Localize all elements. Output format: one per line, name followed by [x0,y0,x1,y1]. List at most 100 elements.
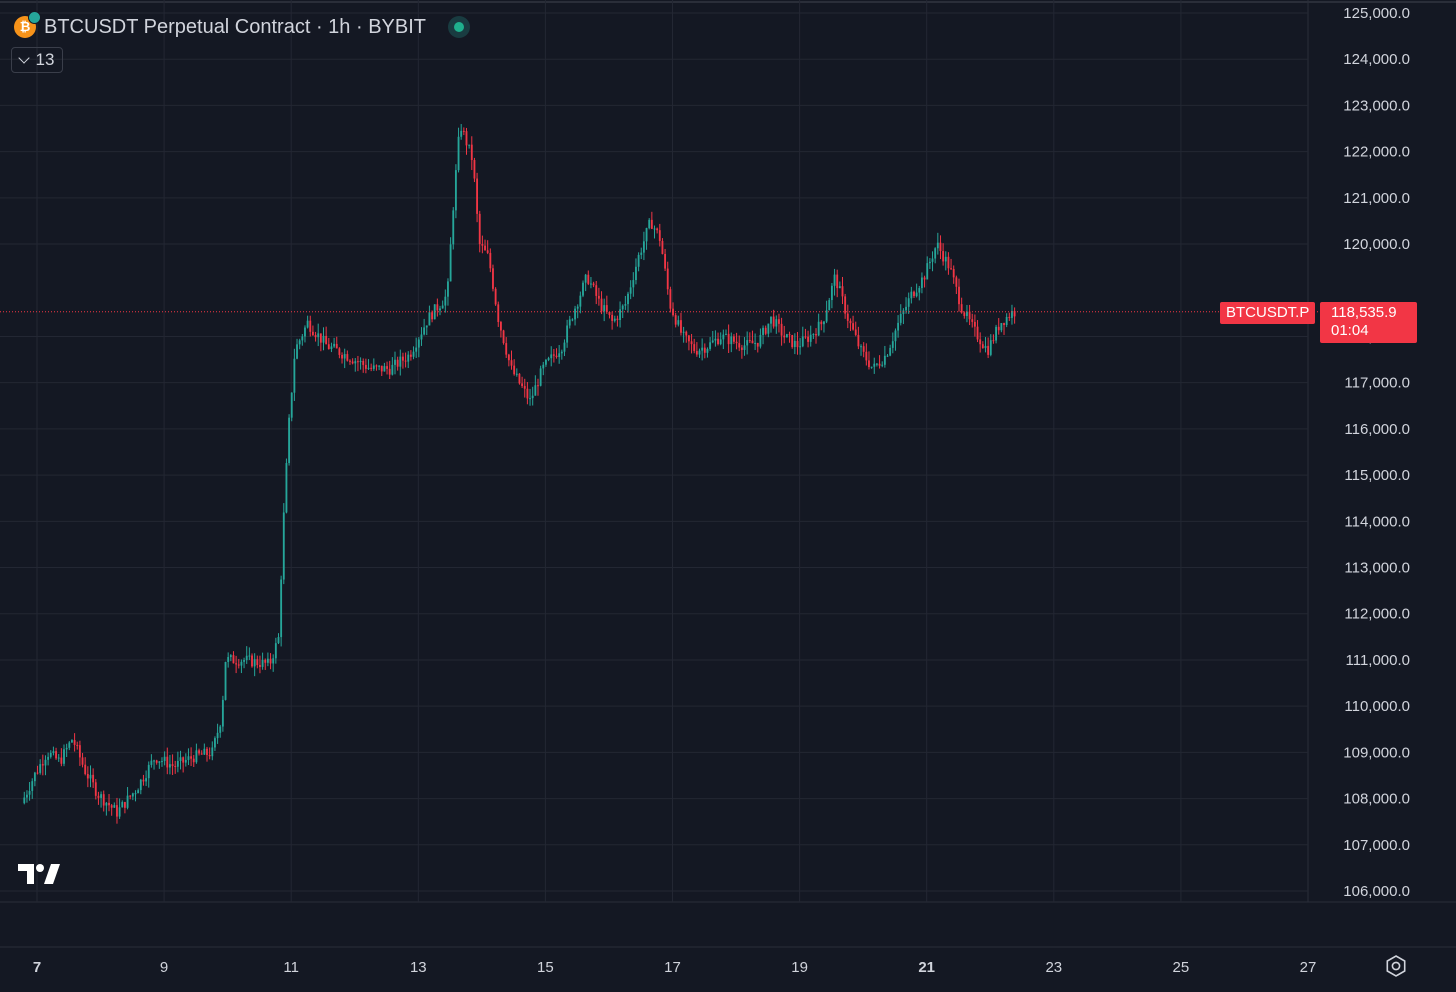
symbol-header[interactable]: ₿ BTCUSDT Perpetual Contract · 1h · BYBI… [14,11,470,42]
candle [396,356,399,371]
candle [635,258,637,285]
candle [709,337,712,351]
x-tick-label: 23 [1045,959,1062,976]
candle [76,741,79,750]
indicators-collapse-button[interactable]: 13 [11,47,63,73]
symbol-title[interactable]: BTCUSDT Perpetual Contract · 1h · BYBIT [44,15,426,38]
candle [891,332,894,354]
candle [645,227,648,250]
bar-countdown: 01:04 [1331,322,1369,339]
candle [309,315,312,337]
candle [274,637,277,664]
candle [343,348,346,369]
candle [981,341,984,349]
candle [139,778,142,795]
candle [928,258,931,269]
candle [338,347,341,359]
candle [142,774,145,786]
candle [529,388,531,406]
candle [288,414,291,466]
candle [637,252,640,272]
candle [764,325,767,336]
candle [836,269,839,298]
candle [402,352,404,369]
candle [738,335,741,352]
candle [216,723,219,744]
price-axis[interactable]: 106,000.0 107,000.0 108,000.0 109,000.0 110,… [1343,5,1410,900]
candle [695,342,698,357]
candle [505,337,508,358]
candle [147,761,150,788]
candle [605,295,608,314]
indicator-count: 13 [35,50,55,69]
y-tick-label: 107,000.0 [1343,837,1410,854]
candle [166,747,169,775]
candle [555,348,558,359]
candle [253,653,256,677]
candle [452,207,455,250]
candle [968,304,971,326]
candle [243,657,245,669]
candle [611,311,614,330]
candle [849,318,852,332]
candle [823,320,825,333]
candle [793,333,796,355]
candle [828,297,831,311]
settings-gear-icon[interactable] [1384,954,1408,978]
candle [632,272,635,297]
candle [838,281,841,289]
candle [470,136,473,171]
candle [1005,313,1008,328]
candle [619,301,621,328]
candle [304,325,306,343]
candle [754,333,757,350]
candle [584,273,587,292]
candle [563,339,566,357]
candle [219,724,222,738]
candle [868,351,870,370]
candle [592,281,595,288]
candle [507,353,510,367]
candle [259,655,261,674]
candle [976,320,979,343]
x-tick-label: 19 [791,959,808,976]
candle [545,358,547,367]
candle [725,329,727,336]
candle [214,736,216,751]
candle [378,365,381,371]
candle [682,326,685,343]
candle [171,754,174,775]
y-tick-label: 114,000.0 [1344,513,1410,530]
candle [394,351,396,375]
candle [830,283,833,309]
candle [566,319,569,348]
time-axis[interactable]: 7 9 11 13 15 17 19 21 23 25 27 [33,959,1317,976]
candle [576,304,579,319]
candle [865,343,868,366]
candle [206,746,208,762]
candle [767,323,770,338]
candle [642,231,645,261]
candle [134,790,137,802]
candle [886,354,889,358]
y-tick-label: 122,000.0 [1343,144,1410,161]
candle [94,779,97,800]
candle [857,326,860,350]
candle [939,235,942,260]
candle [492,264,494,292]
candle [264,658,267,670]
tradingview-logo-icon[interactable] [18,862,60,886]
candle [693,338,696,354]
y-tick-label: 113,000.0 [1344,560,1410,577]
candle [706,347,709,358]
candle [958,278,960,312]
candle [650,211,653,230]
candle [367,359,370,370]
candle [425,325,428,336]
candle [415,337,418,358]
candle [97,791,100,805]
candle [409,350,412,361]
candle [126,787,129,810]
